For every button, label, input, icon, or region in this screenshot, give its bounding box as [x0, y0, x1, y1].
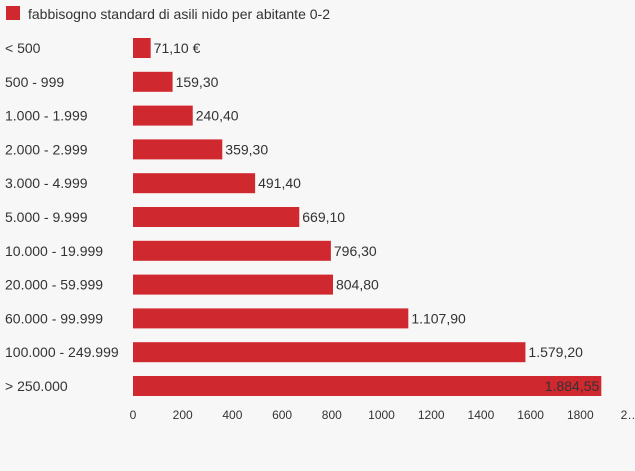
category-label: < 500 [5, 40, 41, 56]
x-tick-label: 1600 [517, 408, 544, 422]
category-label: 3.000 - 4.999 [5, 175, 88, 191]
category-label: 100.000 - 249.999 [5, 344, 119, 360]
category-label: 2.000 - 2.999 [5, 141, 88, 157]
x-tick-label: 1200 [418, 408, 445, 422]
x-tick-label: 400 [222, 408, 242, 422]
bar [133, 342, 526, 363]
category-label: 5.000 - 9.999 [5, 209, 88, 225]
bar [133, 139, 223, 160]
x-tick-label: 1000 [368, 408, 395, 422]
x-tick-label: 0 [130, 408, 137, 422]
bar [133, 207, 300, 227]
x-tick-label: 1400 [468, 408, 495, 422]
value-label: 359,30 [225, 141, 268, 157]
bar [133, 308, 409, 329]
bar [133, 38, 151, 58]
bar [133, 376, 602, 396]
value-label: 240,40 [196, 108, 239, 124]
category-label: 10.000 - 19.999 [5, 243, 103, 259]
value-label: 669,10 [302, 209, 345, 225]
legend: fabbisogno standard di asili nido per ab… [6, 6, 330, 22]
category-label: 20.000 - 59.999 [5, 277, 103, 293]
bar [133, 274, 333, 295]
x-tick-label: 1800 [567, 408, 594, 422]
value-label: 1.107,90 [411, 310, 466, 326]
bar [133, 173, 256, 194]
legend-swatch [6, 6, 20, 20]
value-label: 804,80 [336, 277, 379, 293]
category-label: 1.000 - 1.999 [5, 108, 88, 124]
value-label: 796,30 [334, 243, 377, 259]
category-label: 60.000 - 99.999 [5, 310, 103, 326]
category-labels: < 500 500 - 999 1.000 - 1.999 2.000 - 2.999… [5, 40, 119, 394]
bar [133, 105, 193, 126]
x-axis: 0 200 400 600 800 1000 1200 1400 1600 1800 2… [130, 408, 635, 422]
value-label: 491,40 [258, 175, 301, 191]
value-labels: 71,10 € 159,30 240,40 359,30 491,40 669,10 796… [154, 40, 600, 394]
legend-label: fabbisogno standard di asili nido per ab… [28, 6, 330, 22]
value-label: 159,30 [176, 74, 219, 90]
x-tick-label: 2… [621, 408, 635, 422]
bar [133, 71, 173, 92]
value-label: 71,10 € [154, 40, 201, 56]
x-tick-label: 600 [272, 408, 292, 422]
value-label: 1.884,55 [545, 378, 600, 394]
value-label: 1.579,20 [528, 344, 583, 360]
x-tick-label: 200 [173, 408, 193, 422]
x-tick-label: 800 [322, 408, 342, 422]
category-label: 500 - 999 [5, 74, 64, 90]
bar [133, 240, 331, 261]
category-label: > 250.000 [5, 378, 68, 394]
bars [133, 38, 602, 396]
